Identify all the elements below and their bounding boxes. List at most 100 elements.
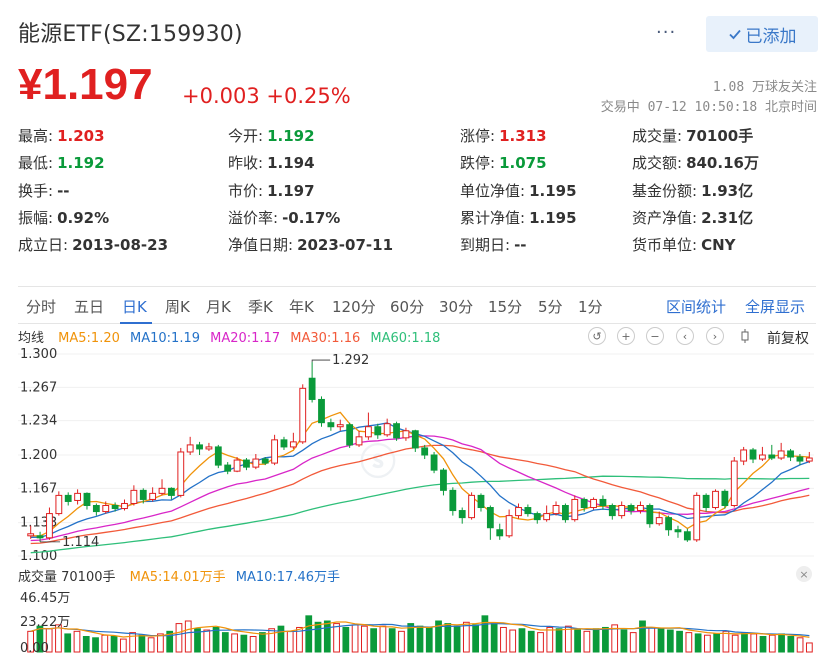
stat-value: 1.197 xyxy=(267,182,315,200)
volume-bar xyxy=(388,628,396,653)
candle xyxy=(36,535,44,539)
candle xyxy=(580,498,588,509)
candle xyxy=(289,441,297,448)
volume-bar xyxy=(685,632,693,653)
price-adjust-dropdown[interactable]: 前复权 xyxy=(767,331,809,347)
candle xyxy=(430,454,438,471)
candle xyxy=(308,377,316,400)
tab-年K[interactable]: 年K xyxy=(289,298,314,316)
tab-5分[interactable]: 5分 xyxy=(538,298,563,316)
stat-value: 840.16万 xyxy=(686,154,759,172)
stat-item: 到期日: -- xyxy=(460,234,527,255)
volume-bar xyxy=(453,625,461,653)
pan-right-icon[interactable]: › xyxy=(706,327,724,345)
volume-bar xyxy=(435,620,442,653)
stat-label: 成立日: xyxy=(18,236,69,254)
candle xyxy=(214,446,222,466)
volume-bar xyxy=(500,626,507,653)
candle xyxy=(318,398,325,424)
tab-季K[interactable]: 季K xyxy=(248,298,273,316)
candle xyxy=(111,505,119,510)
ma-legend-label: 均线 xyxy=(18,331,45,346)
stat-item: 基金份额: 1.93亿 xyxy=(632,180,753,201)
candle xyxy=(543,513,551,521)
stat-item: 最低: 1.192 xyxy=(18,152,105,173)
stat-item: 振幅: 0.92% xyxy=(18,207,109,228)
candle xyxy=(805,457,813,462)
zoom-in-icon[interactable]: + xyxy=(617,327,635,345)
stat-value: 0.92% xyxy=(57,209,110,227)
stat-value: 1.195 xyxy=(529,182,577,200)
candle-type-icon[interactable] xyxy=(736,327,754,345)
volume-chart[interactable]: 46.45万 23.22万 0.00 xyxy=(0,586,831,656)
pan-left-icon[interactable]: ‹ xyxy=(676,327,694,345)
undo-icon[interactable]: ↺ xyxy=(588,327,606,345)
tab-日K[interactable]: 日K xyxy=(122,298,147,316)
candle xyxy=(224,464,232,472)
candle xyxy=(186,444,194,453)
candle xyxy=(64,494,72,502)
stat-item: 资产净值: 2.31亿 xyxy=(632,207,753,228)
max-marker-line xyxy=(311,359,331,363)
volume-bar xyxy=(462,621,470,653)
candle xyxy=(92,505,100,513)
zoom-out-icon[interactable]: − xyxy=(646,327,664,345)
candle xyxy=(252,458,260,468)
tab-五日[interactable]: 五日 xyxy=(74,298,105,316)
stat-label: 货币单位: xyxy=(632,236,698,254)
fullscreen-link[interactable]: 全屏显示 xyxy=(745,298,806,316)
stat-label: 换手: xyxy=(18,182,54,200)
volume-bar xyxy=(481,615,489,653)
candle xyxy=(702,494,710,509)
candle xyxy=(177,451,185,496)
candle xyxy=(336,424,344,428)
volume-bar xyxy=(490,623,498,653)
stat-value: 70100手 xyxy=(686,127,754,145)
range-stats-link[interactable]: 区间统计 xyxy=(666,298,727,316)
candle xyxy=(383,423,391,436)
tab-分时[interactable]: 分时 xyxy=(26,298,57,316)
added-watchlist-button[interactable]: 已添加 xyxy=(706,16,818,52)
volume-bar xyxy=(741,632,748,653)
tab-15分[interactable]: 15分 xyxy=(488,298,523,316)
volume-bar xyxy=(203,629,211,653)
volume-bar xyxy=(648,626,656,653)
candlestick-chart[interactable]: 1.3001.2671.2341.2001.1671.1331.100ⓢ1.29… xyxy=(0,346,831,562)
volume-ma5-line xyxy=(30,621,810,638)
tab-1分[interactable]: 1分 xyxy=(578,298,603,316)
tab-30分[interactable]: 30分 xyxy=(439,298,474,316)
candle xyxy=(440,469,447,491)
tab-周K[interactable]: 周K xyxy=(165,298,190,316)
volume-bar xyxy=(546,626,554,653)
volume-bar xyxy=(398,630,405,653)
volume-bar xyxy=(611,624,619,653)
candle xyxy=(346,424,354,446)
max-price-label: 1.292 xyxy=(332,353,369,368)
watermark-logo: ⓢ xyxy=(360,442,396,483)
volume-bar xyxy=(55,624,62,653)
candle xyxy=(599,498,607,507)
volume-legend: 成交量 70100手 MA5:14.01万手 MA10:17.46万手 xyxy=(18,566,340,585)
ma20-line xyxy=(30,435,810,542)
volume-bar xyxy=(444,623,452,653)
more-menu-icon[interactable]: ··· xyxy=(656,22,677,43)
candle xyxy=(55,494,63,515)
volume-bar xyxy=(249,635,257,653)
tab-60分[interactable]: 60分 xyxy=(390,298,425,316)
volume-bar xyxy=(778,633,785,653)
candle xyxy=(561,505,569,521)
stat-label: 单位净值: xyxy=(460,182,526,200)
stat-value: 2013-08-23 xyxy=(72,236,169,254)
close-volume-icon[interactable]: × xyxy=(796,566,812,582)
stat-value: 1.075 xyxy=(499,154,547,172)
candle xyxy=(149,492,157,500)
volume-bar xyxy=(796,637,804,653)
candle xyxy=(449,489,457,512)
ma60-line xyxy=(30,475,810,554)
candle xyxy=(205,446,213,450)
volume-bar xyxy=(750,633,758,653)
tab-120分[interactable]: 120分 xyxy=(332,298,376,316)
tab-月K[interactable]: 月K xyxy=(206,298,231,316)
ma10-line xyxy=(30,422,810,539)
y-axis-tick-label: 1.200 xyxy=(20,448,57,463)
